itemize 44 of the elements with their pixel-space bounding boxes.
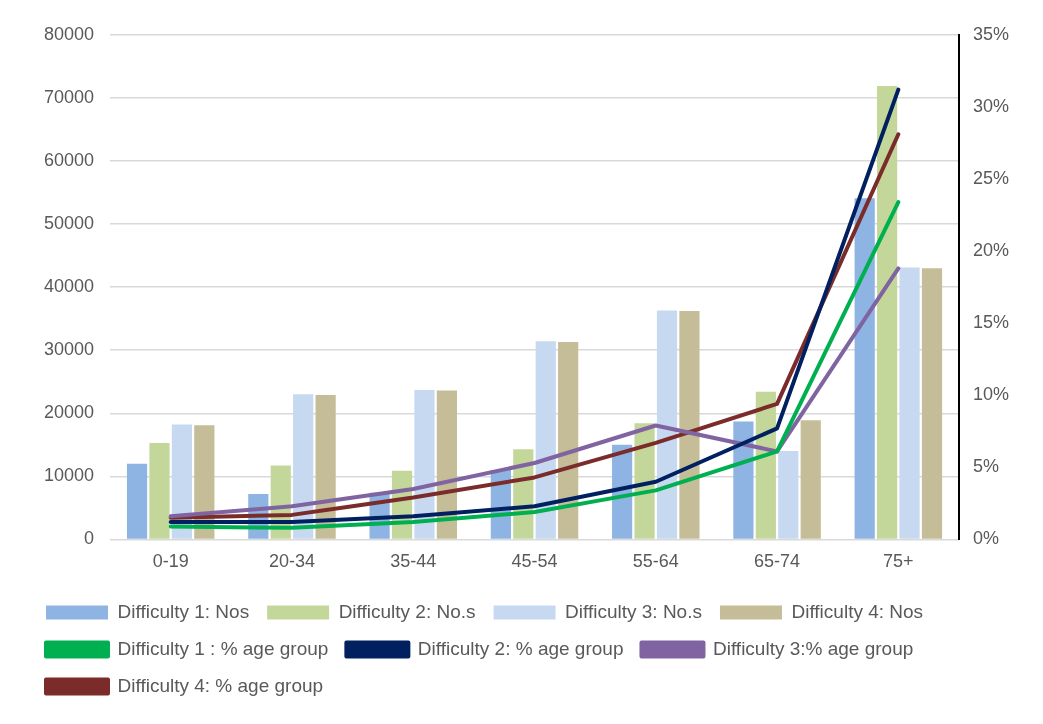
y2-tick-label: 5% [972, 456, 999, 477]
y-tick-label: 20000 [43, 402, 95, 423]
bar [854, 198, 875, 539]
legend-label: Difficulty 1: Nos [117, 600, 250, 622]
y-tick-label: 70000 [43, 86, 95, 107]
y2-tick-label: 10% [972, 384, 1009, 405]
y2-tick-label: 35% [972, 23, 1009, 44]
bar [800, 420, 821, 539]
bar [877, 85, 898, 539]
bar [535, 341, 556, 539]
bar [899, 267, 920, 539]
bar [656, 310, 678, 539]
bar [126, 463, 148, 539]
legend-label: Difficulty 2: No.s [338, 600, 476, 622]
x-tick-label: 20-34 [268, 551, 315, 572]
x-tick-label: 55-64 [632, 551, 679, 572]
bar [778, 451, 799, 539]
y2-tick-label: 30% [972, 95, 1009, 116]
y-tick-label: 30000 [43, 339, 95, 360]
legend-label: Difficulty 4: % age group [117, 674, 324, 696]
y2-tick-label: 15% [972, 312, 1009, 333]
legend-label: Difficulty 2: % age group [417, 637, 624, 659]
x-tick-label: 35-44 [390, 551, 437, 572]
legend-label: Difficulty 4: Nos [791, 600, 924, 622]
y-tick-label: 10000 [43, 465, 95, 486]
legend-label: Difficulty 1 : % age group [117, 637, 329, 659]
bar [921, 268, 943, 539]
y2-tick-label: 0% [972, 528, 999, 549]
y-tick-label: 60000 [43, 149, 95, 170]
x-tick-label: 0-19 [152, 551, 189, 572]
y2-tick-label: 20% [972, 240, 1009, 261]
y-tick-label: 50000 [43, 212, 95, 233]
bar [558, 341, 579, 539]
legend-label: Difficulty 3: No.s [565, 600, 702, 622]
y-tick-label: 40000 [43, 276, 95, 297]
bar [149, 442, 170, 539]
x-tick-label: 45-54 [511, 551, 558, 572]
bar [679, 311, 700, 539]
y-tick-label: 0 [84, 528, 95, 549]
y2-tick-label: 25% [972, 167, 1009, 188]
x-tick-label: 65-74 [754, 551, 801, 572]
legend-label: Difficulty 3:% age group [712, 637, 914, 659]
x-tick-label: 75+ [883, 551, 914, 572]
y-tick-label: 80000 [43, 23, 95, 44]
